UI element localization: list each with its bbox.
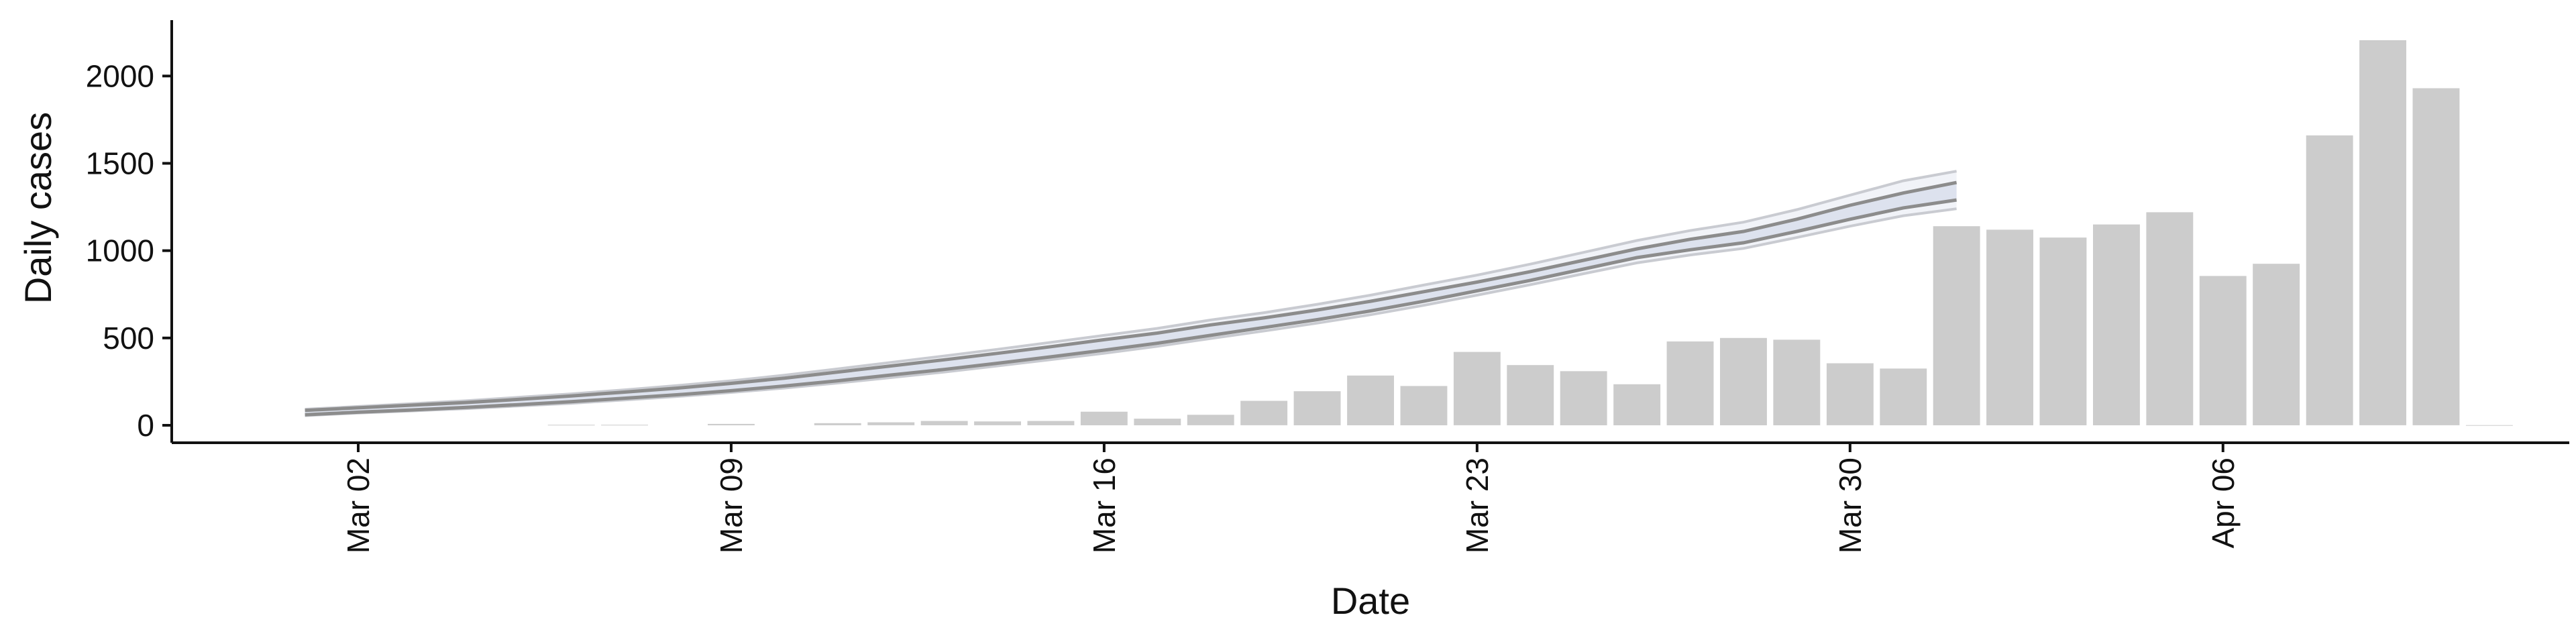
bar-10 — [814, 423, 861, 425]
axis-layer — [170, 20, 2569, 444]
bar-19 — [1293, 391, 1341, 425]
bar-34 — [2093, 224, 2140, 425]
y-tick-label: 1000 — [86, 233, 154, 268]
projection-upper-line — [305, 180, 1957, 413]
bar-27 — [1720, 337, 1767, 425]
y-tick-label: 1500 — [86, 146, 154, 180]
bar-30 — [1880, 368, 1927, 425]
bar-11 — [867, 422, 915, 425]
x-tick-label: Mar 30 — [1833, 458, 1868, 553]
bar-32 — [1986, 229, 2033, 425]
x-tick-label: Mar 23 — [1460, 458, 1495, 553]
bar-16 — [1134, 419, 1181, 425]
y-axis-title: Daily cases — [17, 112, 59, 304]
bar-18 — [1240, 400, 1288, 425]
tick-layer: 0 500 1000 1500 2000 Mar 02 Mar 09 Mar 16 Mar 23… — [86, 58, 2241, 553]
bar-39 — [2359, 40, 2406, 425]
bar-40 — [2412, 88, 2460, 425]
bar-22 — [1453, 352, 1501, 425]
y-tick-label: 0 — [137, 408, 154, 443]
bar-25 — [1613, 384, 1661, 425]
bar-23 — [1507, 365, 1554, 425]
bar-28 — [1773, 339, 1821, 425]
y-tick-label: 500 — [103, 321, 154, 356]
bar-35 — [2146, 212, 2194, 425]
projection-lower-line — [305, 198, 1957, 417]
bar-41 — [2465, 425, 2513, 426]
bar-26 — [1666, 341, 1714, 425]
x-tick-label: Apr 06 — [2206, 458, 2241, 549]
bar-13 — [974, 421, 1021, 425]
bar-38 — [2306, 135, 2353, 425]
projection-line-layer — [305, 170, 1957, 417]
bar-17 — [1187, 415, 1234, 425]
bar-24 — [1560, 371, 1607, 425]
bar-31 — [1933, 226, 1980, 425]
x-tick-label: Mar 16 — [1087, 458, 1122, 553]
bar-29 — [1826, 363, 1874, 425]
bar-12 — [920, 421, 968, 425]
bar-layer — [547, 40, 2513, 426]
bar-8 — [708, 423, 755, 425]
bar-14 — [1027, 421, 1075, 425]
y-tick-label: 2000 — [86, 58, 154, 93]
bar-20 — [1347, 375, 1394, 425]
bar-15 — [1080, 411, 1128, 425]
x-axis-title: Date — [1331, 580, 1410, 622]
bar-37 — [2253, 264, 2300, 425]
bar-33 — [2039, 237, 2087, 425]
projection-outer-upper-line — [305, 170, 1957, 411]
bar-36 — [2199, 276, 2247, 425]
bar-21 — [1400, 386, 1448, 425]
x-tick-label: Mar 09 — [714, 458, 749, 553]
x-tick-label: Mar 02 — [341, 458, 376, 553]
